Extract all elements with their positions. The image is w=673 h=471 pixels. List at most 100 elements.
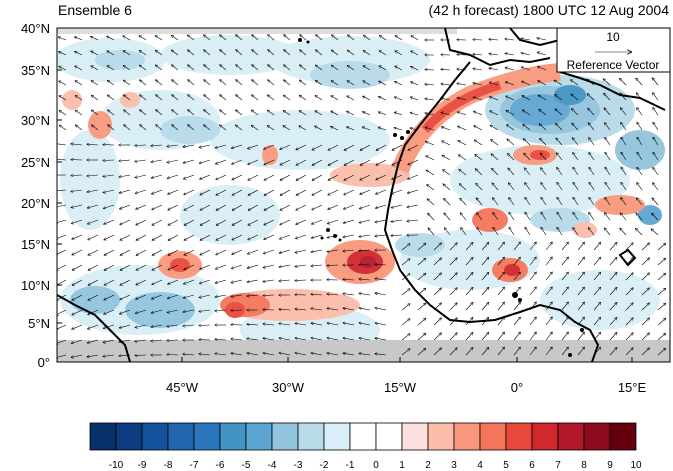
colorbar-swatch [115,422,143,451]
wind-vector [427,185,435,191]
wind-vector [184,234,195,240]
wind-vector [621,183,627,191]
wind-vector [216,219,227,225]
wind-vector [359,308,371,311]
wind-vector [120,264,131,270]
wind-vector [136,204,147,209]
wind-vector [328,144,339,150]
wind-vector [449,303,457,311]
wind-vector [311,265,323,266]
wind-vector [460,184,467,191]
wind-vector [72,339,83,343]
wind-vector [636,213,643,221]
wind-vector [311,309,323,311]
wind-vector [123,51,131,56]
wind-vector [509,213,515,221]
wind-vector [167,325,179,327]
wind-vector [433,258,441,266]
wind-vector [391,235,403,236]
wind-vector [220,80,227,86]
wind-vector [300,35,307,41]
wind-vector [280,174,291,180]
colorbar-label: 10 [630,460,642,471]
wind-vector [652,214,659,221]
wind-vector [104,294,115,300]
wind-vector [248,159,259,165]
wind-vector [457,83,467,85]
wind-vector [332,35,339,41]
wind-vector [509,183,515,191]
wind-vector [311,249,323,252]
wind-vector [473,40,483,41]
wind-vector [123,66,131,71]
wind-vector [57,264,67,270]
wind-vector [561,287,568,296]
wind-vector [183,354,195,355]
wind-vector [87,144,99,145]
wind-vector [506,96,515,101]
wind-vector [92,125,99,131]
wind-vector [279,338,291,341]
wind-vector [119,160,131,161]
wind-vector [232,159,243,164]
wind-vector [236,110,243,116]
wind-vector [641,348,649,356]
wind-vector [103,189,115,193]
wind-vector [636,229,643,236]
colorbar-swatch [219,422,247,451]
wind-vector [264,174,275,180]
colorbar-label: 9 [607,460,613,471]
wind-vector [75,81,83,86]
wind-vector [537,52,547,56]
wind-vector [108,95,115,101]
wind-vector [477,228,483,236]
lat-label: 25°N [21,155,50,170]
wind-vector [417,318,426,326]
wind-vector [609,288,617,296]
wind-vector [605,183,611,191]
wind-vector [407,204,419,207]
wind-vector [119,174,131,177]
wind-vector [204,95,211,101]
wind-vector [232,144,243,148]
wind-vector [120,249,131,255]
wind-vector [135,145,147,146]
wind-vector [264,204,275,210]
wind-vector [457,98,467,101]
wind-vector [327,249,339,252]
wind-vector [72,279,83,285]
wind-vector [295,249,307,253]
wind-vector [557,153,563,161]
wind-vector [108,125,115,131]
wind-vector [107,80,115,86]
wind-vector [621,152,627,161]
wind-vector [561,257,568,266]
wind-vector [481,333,489,341]
wind-vector [188,35,195,41]
wind-vector [220,35,227,41]
wind-vector [458,126,467,131]
wind-vector [653,108,659,116]
wind-vector [57,309,67,315]
wind-vector [184,174,195,179]
wind-vector [247,353,259,356]
wind-vector [391,219,403,222]
wind-vector [183,144,195,147]
wind-vector [641,273,649,281]
wind-vector [204,65,211,71]
colorbar-swatch [401,422,429,451]
wind-vector [284,50,291,56]
wind-vector [545,347,552,356]
wind-vector [151,340,163,341]
wind-vector [200,264,211,269]
wind-vector [140,110,147,116]
wind-vector [136,279,147,285]
wind-vector [215,354,227,356]
wind-vector [136,294,147,299]
plot-area [57,28,670,362]
wind-vector [216,159,227,164]
wind-vector [572,123,579,131]
colorbar-swatch [89,422,117,451]
wind-vector [657,273,666,281]
wind-vector [168,219,179,225]
